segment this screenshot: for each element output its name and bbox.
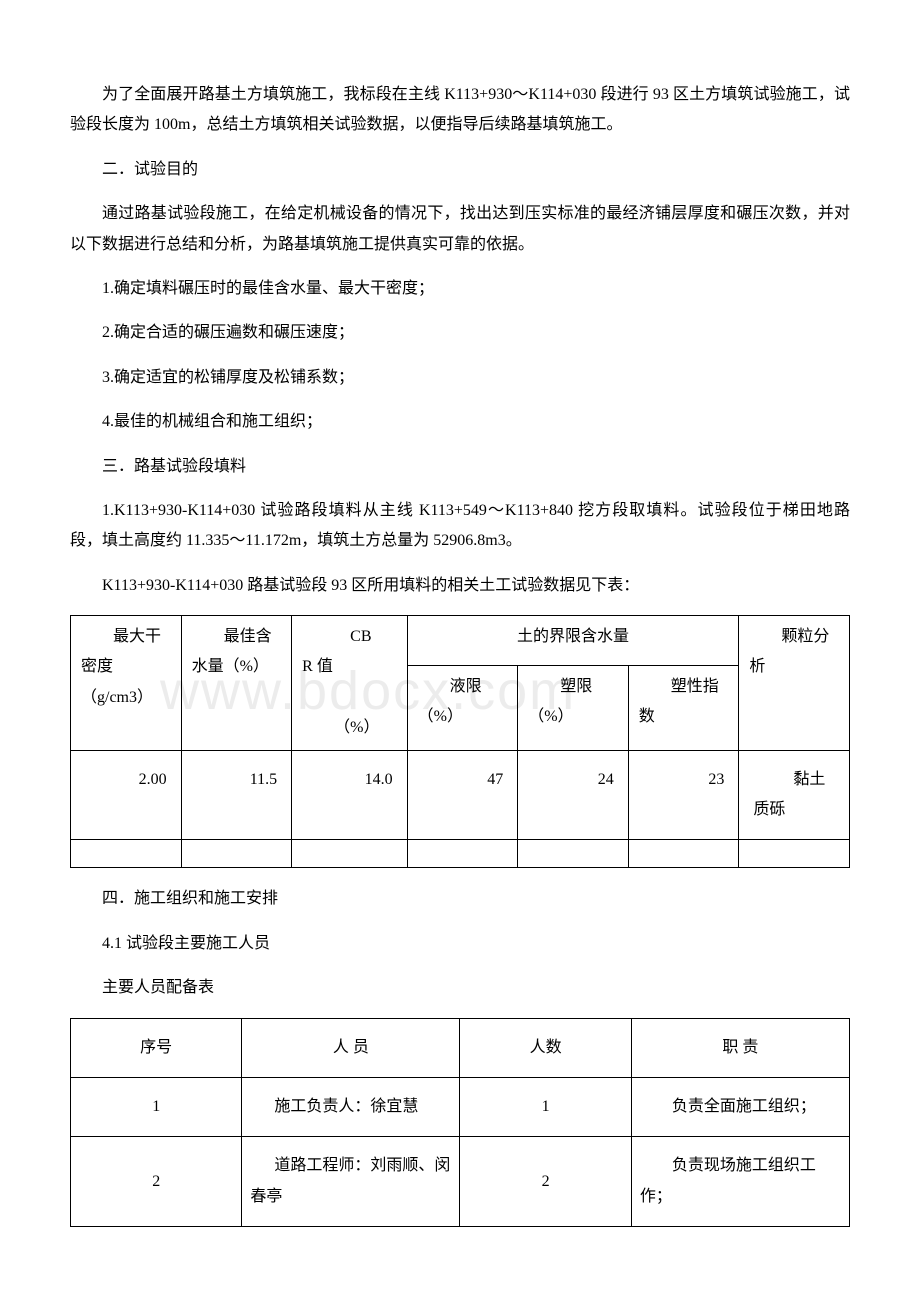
paragraph-purpose: 通过路基试验段施工，在给定机械设备的情况下，找出达到压实标准的最经济铺层厚度和碾… [70, 199, 850, 260]
heading-section-2: 二．试验目的 [70, 155, 850, 185]
table-header-analysis: 颗粒分析 [739, 616, 850, 751]
table-header-person: 人 员 [242, 1018, 460, 1077]
soil-test-table: 最大干密度（g/cm3） 最佳含水量（%） CB R 值 （%） 土的界限含水量… [70, 615, 850, 868]
empty-cell [407, 840, 518, 868]
cell-count: 2 [460, 1137, 631, 1227]
cbr-label-top: CB [302, 622, 396, 652]
table-header-liquid-limit: 液限（%） [407, 665, 518, 750]
empty-cell [181, 840, 292, 868]
table-header-plastic-limit: 塑限（%） [518, 665, 629, 750]
empty-cell [292, 840, 407, 868]
cell-liquid-limit: 47 [407, 750, 518, 840]
table-row: 最大干密度（g/cm3） 最佳含水量（%） CB R 值 （%） 土的界限含水量… [71, 616, 850, 666]
document-content: 为了全面展开路基土方填筑施工，我标段在主线 K113+930～K114+030 … [70, 80, 850, 1227]
cell-count: 1 [460, 1077, 631, 1136]
empty-cell [628, 840, 739, 868]
paragraph-fill-source: 1.K113+930-K114+030 试验路段填料从主线 K113+549～K… [70, 496, 850, 557]
cell-cbr: 14.0 [292, 750, 407, 840]
table-row: 2 道路工程师：刘雨顺、闵春亭 2 负责现场施工组织工作； [71, 1137, 850, 1227]
cell-person: 施工负责人：徐宜慧 [242, 1077, 460, 1136]
table-header-count: 人数 [460, 1018, 631, 1077]
list-item-2: 2.确定合适的碾压遍数和碾压速度； [70, 318, 850, 348]
cell-plastic-index: 23 [628, 750, 739, 840]
cell-seq: 1 [71, 1077, 242, 1136]
paragraph-personnel-caption: 主要人员配备表 [70, 973, 850, 1003]
paragraph-table1-caption: K113+930-K114+030 路基试验段 93 区所用填料的相关土工试验数… [70, 571, 850, 601]
table-header-density: 最大干密度（g/cm3） [71, 616, 182, 751]
heading-section-3: 三．路基试验段填料 [70, 452, 850, 482]
table-row: 1 施工负责人：徐宜慧 1 负责全面施工组织； [71, 1077, 850, 1136]
paragraph-intro: 为了全面展开路基土方填筑施工，我标段在主线 K113+930～K114+030 … [70, 80, 850, 141]
table-header-plastic-index: 塑性指数 [628, 665, 739, 750]
list-item-3: 3.确定适宜的松铺厚度及松铺系数； [70, 363, 850, 393]
cell-person: 道路工程师：刘雨顺、闵春亭 [242, 1137, 460, 1227]
cell-seq: 2 [71, 1137, 242, 1227]
table-row: 2.00 11.5 14.0 47 24 23 黏土质砾 [71, 750, 850, 840]
paragraph-personnel-header: 4.1 试验段主要施工人员 [70, 929, 850, 959]
table-row [71, 840, 850, 868]
table-header-cbr: CB R 值 （%） [292, 616, 407, 751]
cbr-label-bottom: R 值 [302, 652, 396, 682]
table-row: 序号 人 员 人数 职 责 [71, 1018, 850, 1077]
table-header-seq: 序号 [71, 1018, 242, 1077]
cell-duty: 负责全面施工组织； [631, 1077, 849, 1136]
empty-cell [739, 840, 850, 868]
empty-cell [71, 840, 182, 868]
cell-duty: 负责现场施工组织工作； [631, 1137, 849, 1227]
cell-analysis: 黏土质砾 [739, 750, 850, 840]
cell-density: 2.00 [71, 750, 182, 840]
table-header-limits: 土的界限含水量 [407, 616, 739, 666]
cell-plastic-limit: 24 [518, 750, 629, 840]
list-item-4: 4.最佳的机械组合和施工组织； [70, 407, 850, 437]
table-header-duty: 职 责 [631, 1018, 849, 1077]
personnel-table: 序号 人 员 人数 职 责 1 施工负责人：徐宜慧 1 负责全面施工组织； 2 … [70, 1018, 850, 1228]
table-header-moisture: 最佳含水量（%） [181, 616, 292, 751]
cell-moisture: 11.5 [181, 750, 292, 840]
heading-section-4: 四．施工组织和施工安排 [70, 884, 850, 914]
list-item-1: 1.确定填料碾压时的最佳含水量、最大干密度； [70, 274, 850, 304]
empty-cell [518, 840, 629, 868]
cbr-unit: （%） [302, 713, 396, 743]
